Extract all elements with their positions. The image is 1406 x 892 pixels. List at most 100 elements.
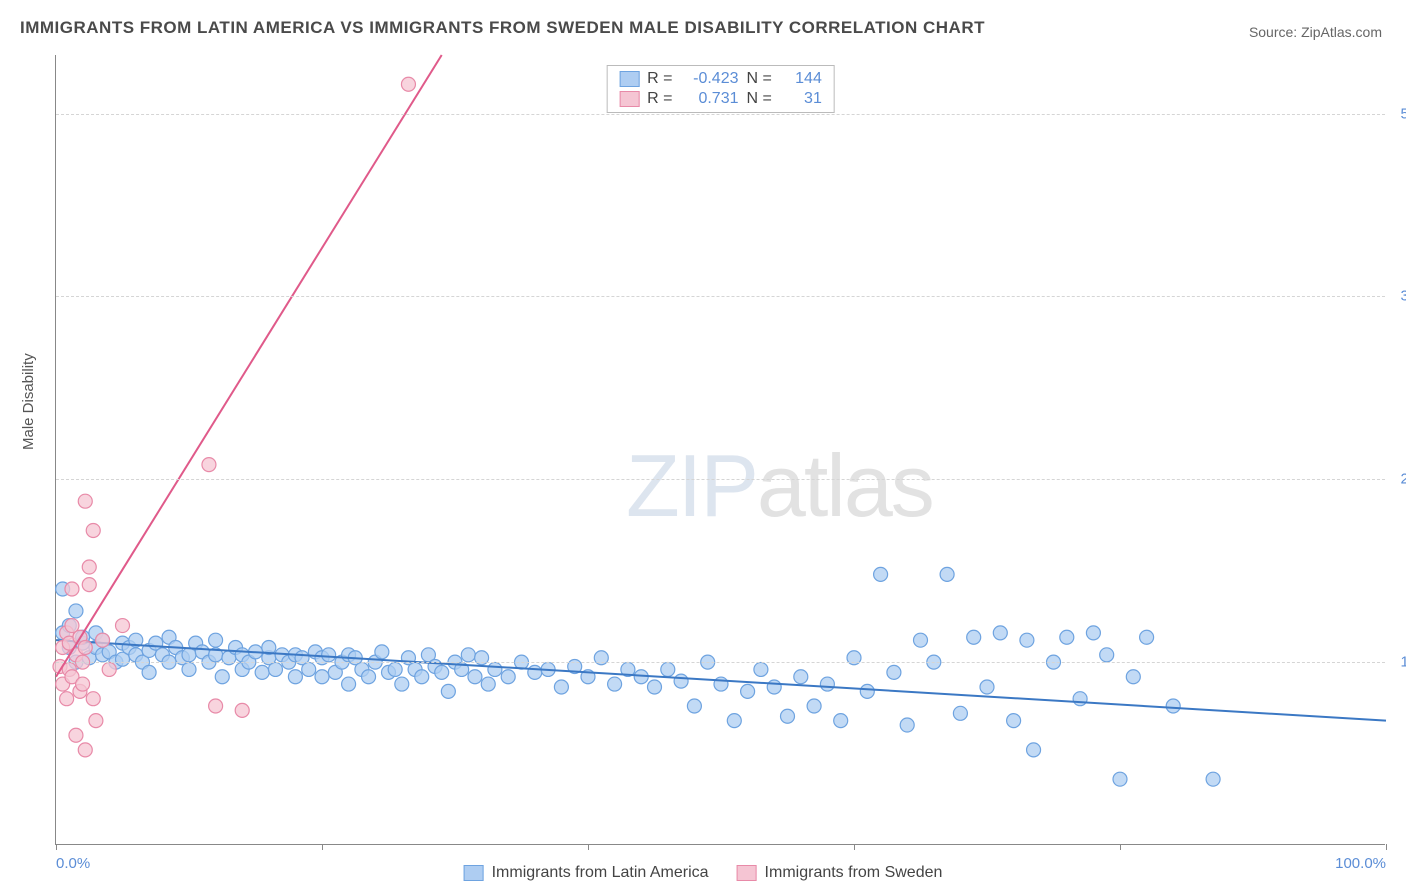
bottom-legend: Immigrants from Latin America Immigrants … xyxy=(464,864,943,882)
y-tick-label: 25.0% xyxy=(1400,471,1406,488)
data-point xyxy=(980,680,994,694)
data-point xyxy=(375,645,389,659)
data-point xyxy=(727,714,741,728)
data-point xyxy=(82,578,96,592)
data-point xyxy=(215,670,229,684)
legend-label: Immigrants from Latin America xyxy=(492,864,709,882)
data-point xyxy=(78,494,92,508)
data-point xyxy=(1086,626,1100,640)
data-point xyxy=(887,665,901,679)
data-point xyxy=(1166,699,1180,713)
scatter-plot-svg xyxy=(56,55,1385,844)
data-point xyxy=(940,567,954,581)
data-point xyxy=(1206,772,1220,786)
data-point xyxy=(1020,633,1034,647)
data-point xyxy=(435,665,449,679)
x-tick xyxy=(1386,844,1387,850)
data-point xyxy=(820,677,834,691)
n-value: 31 xyxy=(780,90,822,108)
data-point xyxy=(209,699,223,713)
y-tick-label: 37.5% xyxy=(1400,288,1406,305)
x-tick-label: 0.0% xyxy=(56,855,90,872)
data-point xyxy=(648,680,662,694)
data-point xyxy=(468,670,482,684)
r-label: R = xyxy=(647,70,672,88)
data-point xyxy=(401,77,415,91)
x-tick xyxy=(56,844,57,850)
x-tick xyxy=(322,844,323,850)
data-point xyxy=(1027,743,1041,757)
data-point xyxy=(741,684,755,698)
gridline-h xyxy=(56,296,1385,297)
source-attribution: Source: ZipAtlas.com xyxy=(1249,24,1382,40)
legend-swatch xyxy=(619,71,639,87)
data-point xyxy=(1126,670,1140,684)
data-point xyxy=(116,619,130,633)
data-point xyxy=(1073,692,1087,706)
data-point xyxy=(322,648,336,662)
legend-swatch xyxy=(464,865,484,881)
chart-plot-area: R =-0.423N =144R =0.731N =31 ZIPatlas 12… xyxy=(55,55,1385,845)
correlation-stats-box: R =-0.423N =144R =0.731N =31 xyxy=(606,65,835,113)
source-name: ZipAtlas.com xyxy=(1301,24,1382,40)
data-point xyxy=(202,458,216,472)
source-label: Source: xyxy=(1249,24,1301,40)
data-point xyxy=(687,699,701,713)
data-point xyxy=(255,665,269,679)
data-point xyxy=(65,582,79,596)
legend-swatch xyxy=(737,865,757,881)
data-point xyxy=(488,662,502,676)
stats-row: R = 0.731 N = 31 xyxy=(619,90,822,108)
data-point xyxy=(82,560,96,574)
x-tick xyxy=(854,844,855,850)
data-point xyxy=(302,662,316,676)
data-point xyxy=(78,641,92,655)
data-point xyxy=(288,670,302,684)
data-point xyxy=(395,677,409,691)
data-point xyxy=(874,567,888,581)
data-point xyxy=(69,604,83,618)
data-point xyxy=(900,718,914,732)
legend-label: Immigrants from Sweden xyxy=(765,864,943,882)
r-value: -0.423 xyxy=(681,70,739,88)
data-point xyxy=(834,714,848,728)
r-value: 0.731 xyxy=(681,90,739,108)
data-point xyxy=(953,706,967,720)
data-point xyxy=(388,662,402,676)
y-axis-label: Male Disability xyxy=(20,353,37,450)
data-point xyxy=(441,684,455,698)
trend-line xyxy=(56,640,1386,720)
data-point xyxy=(860,684,874,698)
gridline-h xyxy=(56,662,1385,663)
data-point xyxy=(60,692,74,706)
chart-title: IMMIGRANTS FROM LATIN AMERICA VS IMMIGRA… xyxy=(20,18,985,38)
data-point xyxy=(481,677,495,691)
data-point xyxy=(1100,648,1114,662)
n-label: N = xyxy=(747,90,772,108)
data-point xyxy=(661,662,675,676)
data-point xyxy=(315,670,329,684)
data-point xyxy=(1060,630,1074,644)
stats-row: R =-0.423N =144 xyxy=(619,70,822,88)
data-point xyxy=(415,670,429,684)
r-label: R = xyxy=(647,90,672,108)
data-point xyxy=(69,728,83,742)
data-point xyxy=(554,680,568,694)
x-tick-label: 100.0% xyxy=(1335,855,1386,872)
data-point xyxy=(235,703,249,717)
n-label: N = xyxy=(747,70,772,88)
data-point xyxy=(461,648,475,662)
data-point xyxy=(528,665,542,679)
data-point xyxy=(993,626,1007,640)
data-point xyxy=(89,714,103,728)
x-tick xyxy=(588,844,589,850)
data-point xyxy=(674,674,688,688)
data-point xyxy=(102,662,116,676)
data-point xyxy=(1113,772,1127,786)
data-point xyxy=(78,743,92,757)
data-point xyxy=(268,662,282,676)
legend-item: Immigrants from Latin America xyxy=(464,864,709,882)
data-point xyxy=(501,670,515,684)
data-point xyxy=(794,670,808,684)
data-point xyxy=(76,677,90,691)
